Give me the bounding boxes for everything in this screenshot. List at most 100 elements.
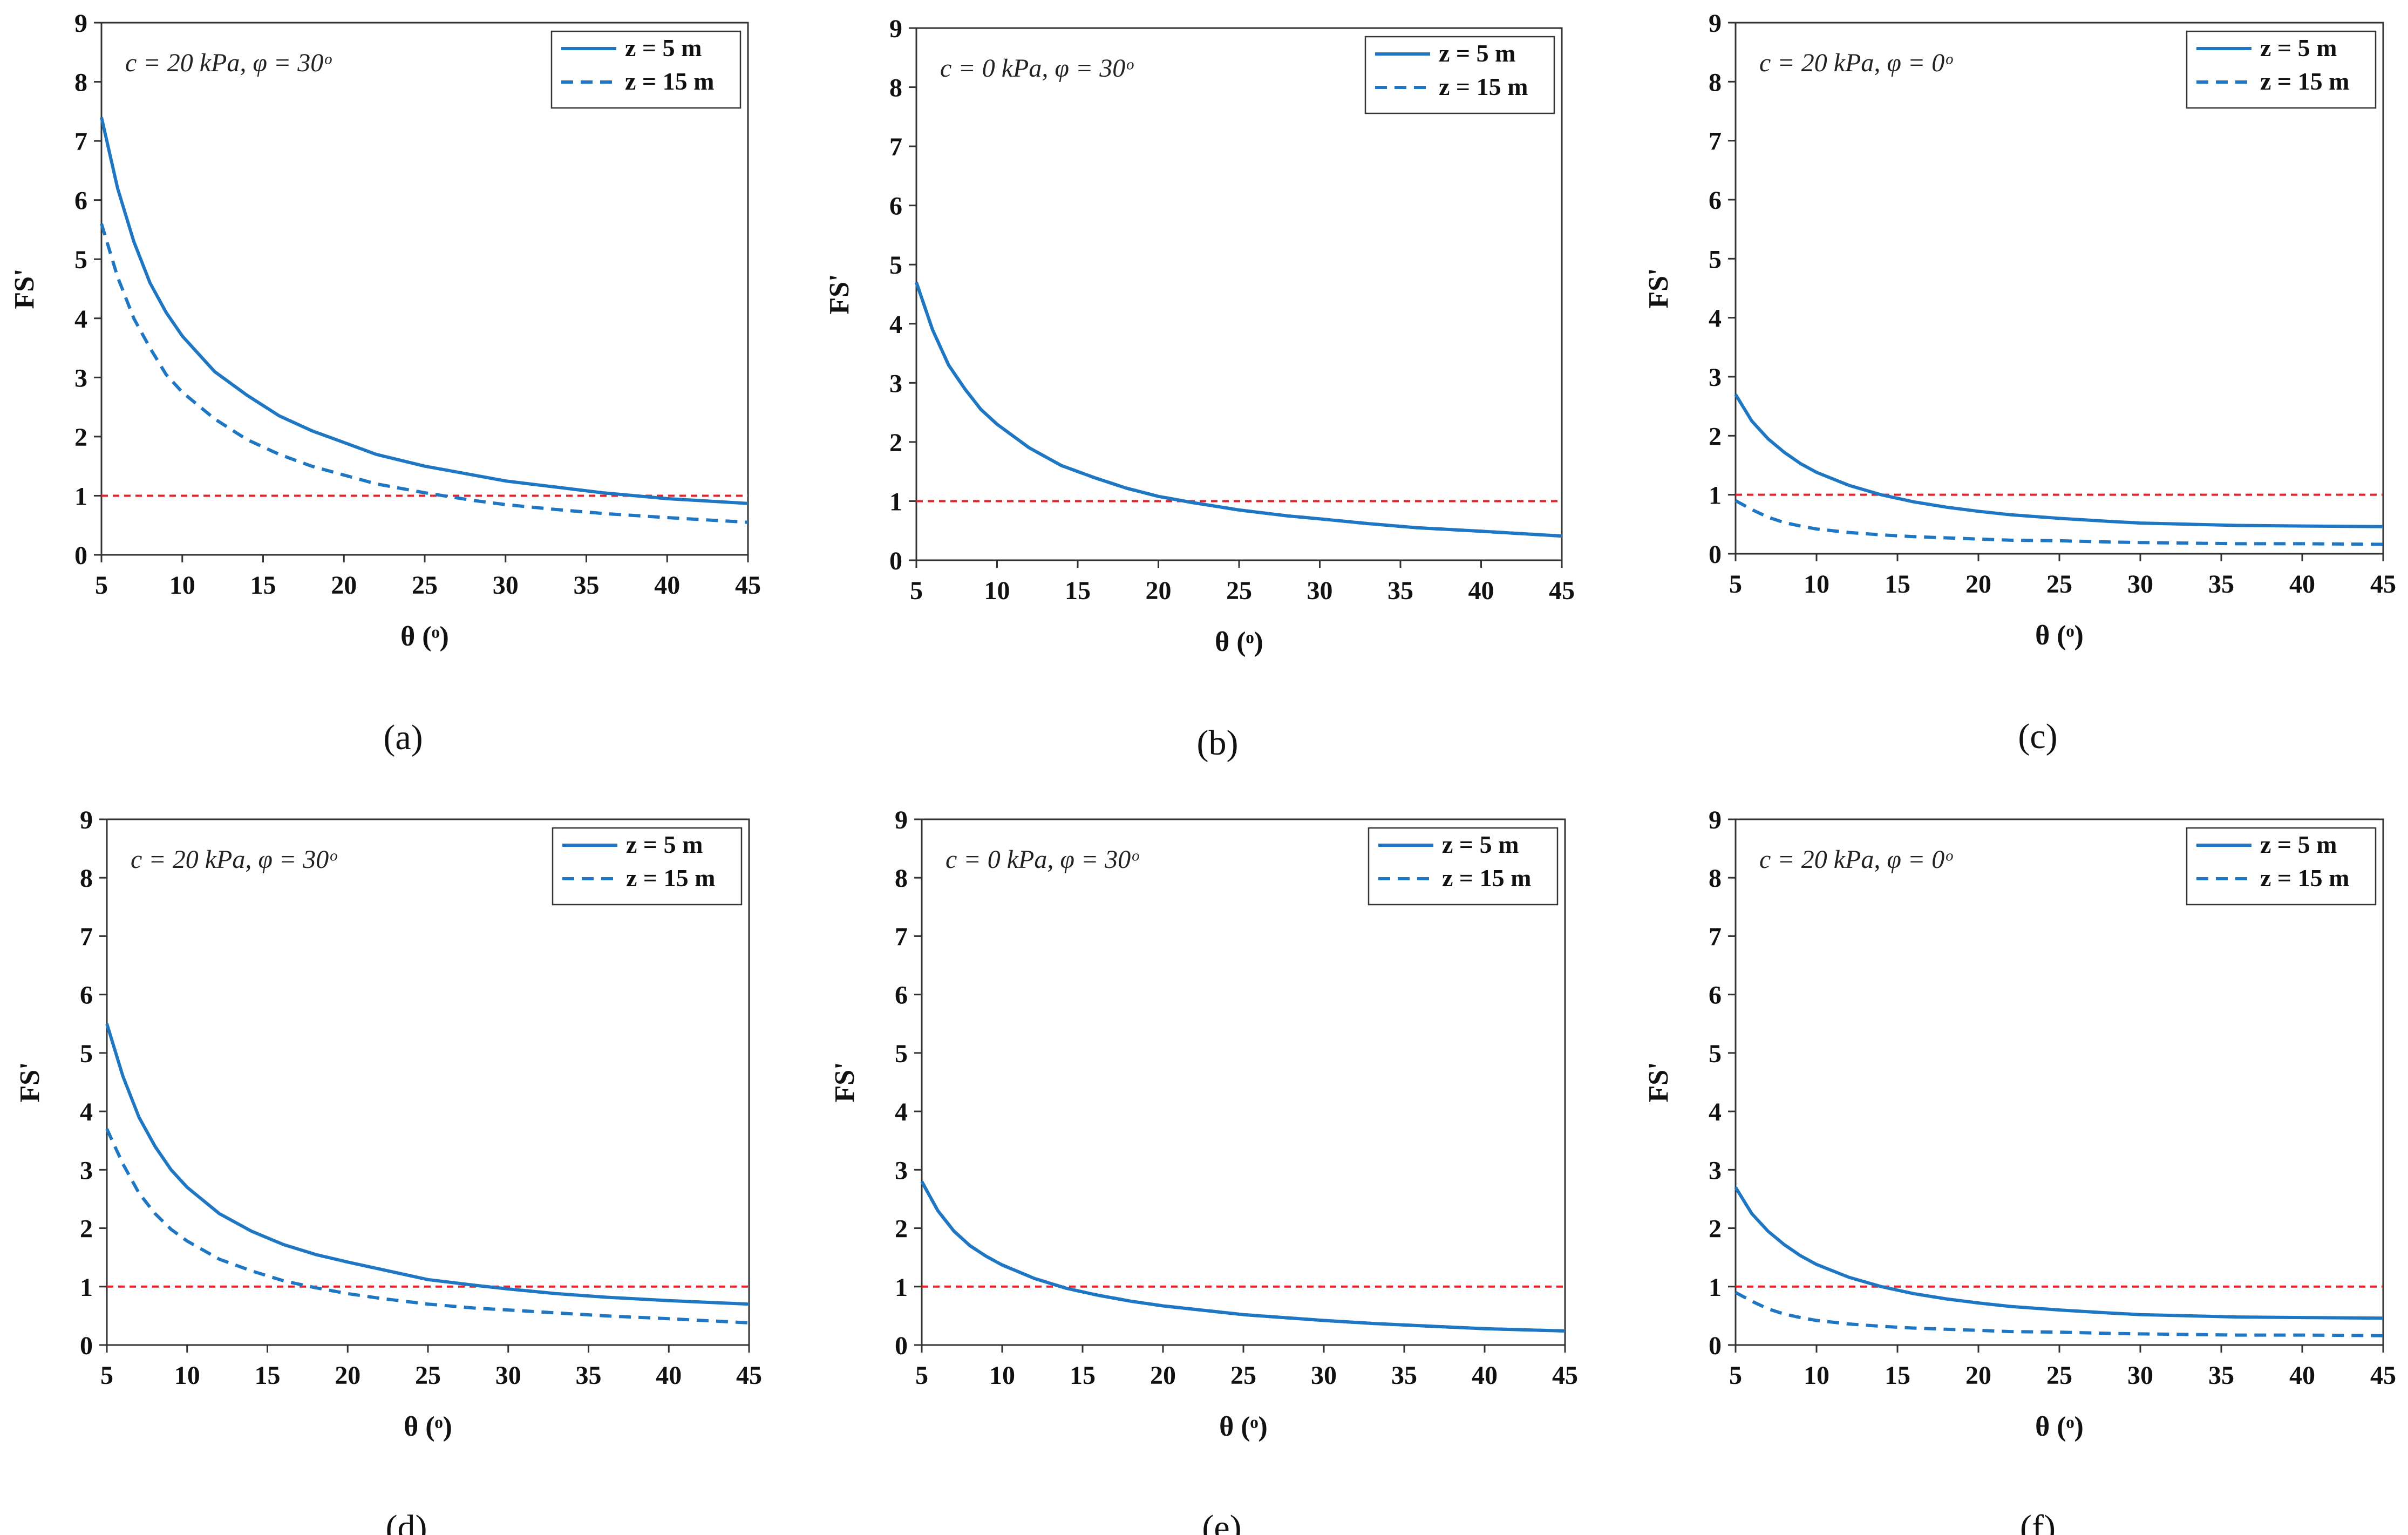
y-tick-label: 8 bbox=[1709, 68, 1722, 97]
legend-box bbox=[550, 30, 742, 109]
x-tick-label: 35 bbox=[574, 571, 600, 600]
y-tick-label: 0 bbox=[1709, 540, 1722, 569]
y-tick-label: 6 bbox=[889, 192, 902, 221]
y-tick-label: 9 bbox=[1709, 9, 1722, 38]
x-tick-label: 30 bbox=[2127, 1361, 2153, 1390]
y-axis-title: FS' bbox=[829, 1062, 860, 1102]
y-tick-label: 3 bbox=[889, 369, 902, 398]
series-line-z15 bbox=[920, 1180, 1566, 1333]
legend-box bbox=[552, 827, 743, 906]
legend: z = 5 m z = 15 m bbox=[1364, 36, 1555, 114]
panel-label: (e) bbox=[1202, 1508, 1241, 1535]
y-tick-label: 7 bbox=[1709, 922, 1722, 951]
y-tick-label: 5 bbox=[1709, 1040, 1722, 1068]
x-tick-label: 20 bbox=[1965, 570, 1991, 599]
x-tick-label: 5 bbox=[915, 1361, 928, 1390]
y-tick-label: 9 bbox=[889, 15, 902, 43]
y-tick-label: 8 bbox=[74, 69, 87, 97]
y-tick-label: 2 bbox=[889, 429, 902, 457]
x-tick-label: 25 bbox=[1226, 576, 1252, 605]
series-line-z15 bbox=[1734, 499, 2384, 546]
x-tick-label: 30 bbox=[495, 1361, 521, 1390]
x-tick-label: 30 bbox=[1311, 1361, 1337, 1390]
legend-label: z = 15 m bbox=[2260, 864, 2349, 892]
parameter-annotation: c = 20 kPa, φ = 0ᵒ bbox=[1759, 845, 1953, 874]
legend-label: z = 15 m bbox=[2260, 67, 2349, 95]
series-line-z5 bbox=[920, 1180, 1566, 1333]
legend-label: z = 5 m bbox=[1439, 39, 1515, 67]
x-tick-label: 15 bbox=[1070, 1361, 1096, 1390]
legend-box bbox=[1364, 36, 1555, 114]
legend-label: z = 15 m bbox=[1439, 73, 1528, 100]
x-tick-label: 15 bbox=[1065, 576, 1091, 605]
x-tick-label: 40 bbox=[1472, 1361, 1498, 1390]
x-tick-label: 25 bbox=[415, 1361, 441, 1390]
y-tick-label: 8 bbox=[895, 864, 908, 893]
x-tick-label: 5 bbox=[95, 571, 108, 600]
x-tick-label: 20 bbox=[335, 1361, 360, 1390]
y-tick-label: 8 bbox=[889, 74, 902, 103]
series-line-z5 bbox=[1734, 1186, 2384, 1320]
y-tick-label: 4 bbox=[74, 305, 87, 334]
y-tick-label: 1 bbox=[1709, 1273, 1722, 1302]
x-tick-label: 40 bbox=[2289, 1361, 2315, 1390]
series-line-z15 bbox=[1734, 1291, 2384, 1337]
y-tick-label: 6 bbox=[1709, 186, 1722, 215]
x-axis-title: θ (ᵒ) bbox=[1219, 1411, 1268, 1442]
y-tick-label: 2 bbox=[74, 423, 87, 452]
y-tick-label: 6 bbox=[80, 981, 93, 1010]
x-tick-label: 15 bbox=[255, 1361, 281, 1390]
y-tick-label: 1 bbox=[74, 482, 87, 511]
panel-label: (f) bbox=[2020, 1508, 2056, 1535]
y-tick-label: 6 bbox=[1709, 981, 1722, 1010]
y-axis-title: FS' bbox=[1643, 1062, 1674, 1102]
y-tick-label: 7 bbox=[74, 127, 87, 156]
x-tick-label: 30 bbox=[1307, 576, 1333, 605]
legend-label: z = 5 m bbox=[2260, 831, 2337, 858]
x-tick-label: 45 bbox=[735, 571, 761, 600]
x-tick-label: 10 bbox=[989, 1361, 1015, 1390]
y-tick-label: 4 bbox=[1709, 1098, 1722, 1126]
x-tick-label: 10 bbox=[1804, 570, 1829, 599]
y-tick-label: 9 bbox=[1709, 806, 1722, 834]
y-tick-label: 3 bbox=[80, 1156, 93, 1185]
y-tick-label: 2 bbox=[1709, 422, 1722, 451]
y-tick-label: 0 bbox=[895, 1332, 908, 1360]
legend: z = 5 m z = 15 m bbox=[550, 30, 742, 109]
x-tick-label: 20 bbox=[331, 571, 357, 600]
x-tick-label: 25 bbox=[2046, 570, 2072, 599]
legend: z = 5 m z = 15 m bbox=[1368, 827, 1559, 906]
x-axis-title: θ (ᵒ) bbox=[404, 1411, 452, 1442]
x-tick-label: 45 bbox=[1549, 576, 1575, 605]
x-axis-title: θ (ᵒ) bbox=[2035, 1411, 2084, 1442]
parameter-annotation: c = 20 kPa, φ = 30ᵒ bbox=[131, 845, 337, 874]
x-tick-label: 35 bbox=[2208, 570, 2234, 599]
x-tick-label: 35 bbox=[2208, 1361, 2234, 1390]
series-line-z15 bbox=[100, 223, 749, 524]
y-tick-label: 8 bbox=[80, 864, 93, 893]
legend-label: z = 5 m bbox=[2260, 34, 2337, 62]
y-axis-title: FS' bbox=[9, 268, 40, 309]
legend-label: z = 15 m bbox=[625, 67, 714, 95]
x-tick-label: 45 bbox=[736, 1361, 762, 1390]
legend-label: z = 5 m bbox=[625, 34, 702, 62]
x-tick-label: 30 bbox=[2127, 570, 2153, 599]
x-tick-label: 30 bbox=[493, 571, 519, 600]
x-tick-label: 5 bbox=[910, 576, 923, 605]
y-tick-label: 8 bbox=[1709, 864, 1722, 893]
panel-label: (c) bbox=[2018, 717, 2057, 756]
legend-label: z = 15 m bbox=[1442, 864, 1531, 892]
x-tick-label: 35 bbox=[1387, 576, 1413, 605]
y-tick-label: 9 bbox=[895, 806, 908, 834]
y-tick-label: 4 bbox=[1709, 304, 1722, 333]
y-tick-label: 4 bbox=[895, 1098, 908, 1126]
y-tick-label: 3 bbox=[74, 364, 87, 392]
y-tick-label: 2 bbox=[895, 1215, 908, 1244]
legend-label: z = 5 m bbox=[626, 831, 703, 858]
panel-label: (b) bbox=[1197, 723, 1239, 763]
parameter-annotation: c = 0 kPa, φ = 30ᵒ bbox=[945, 845, 1139, 874]
y-tick-label: 0 bbox=[889, 547, 902, 575]
